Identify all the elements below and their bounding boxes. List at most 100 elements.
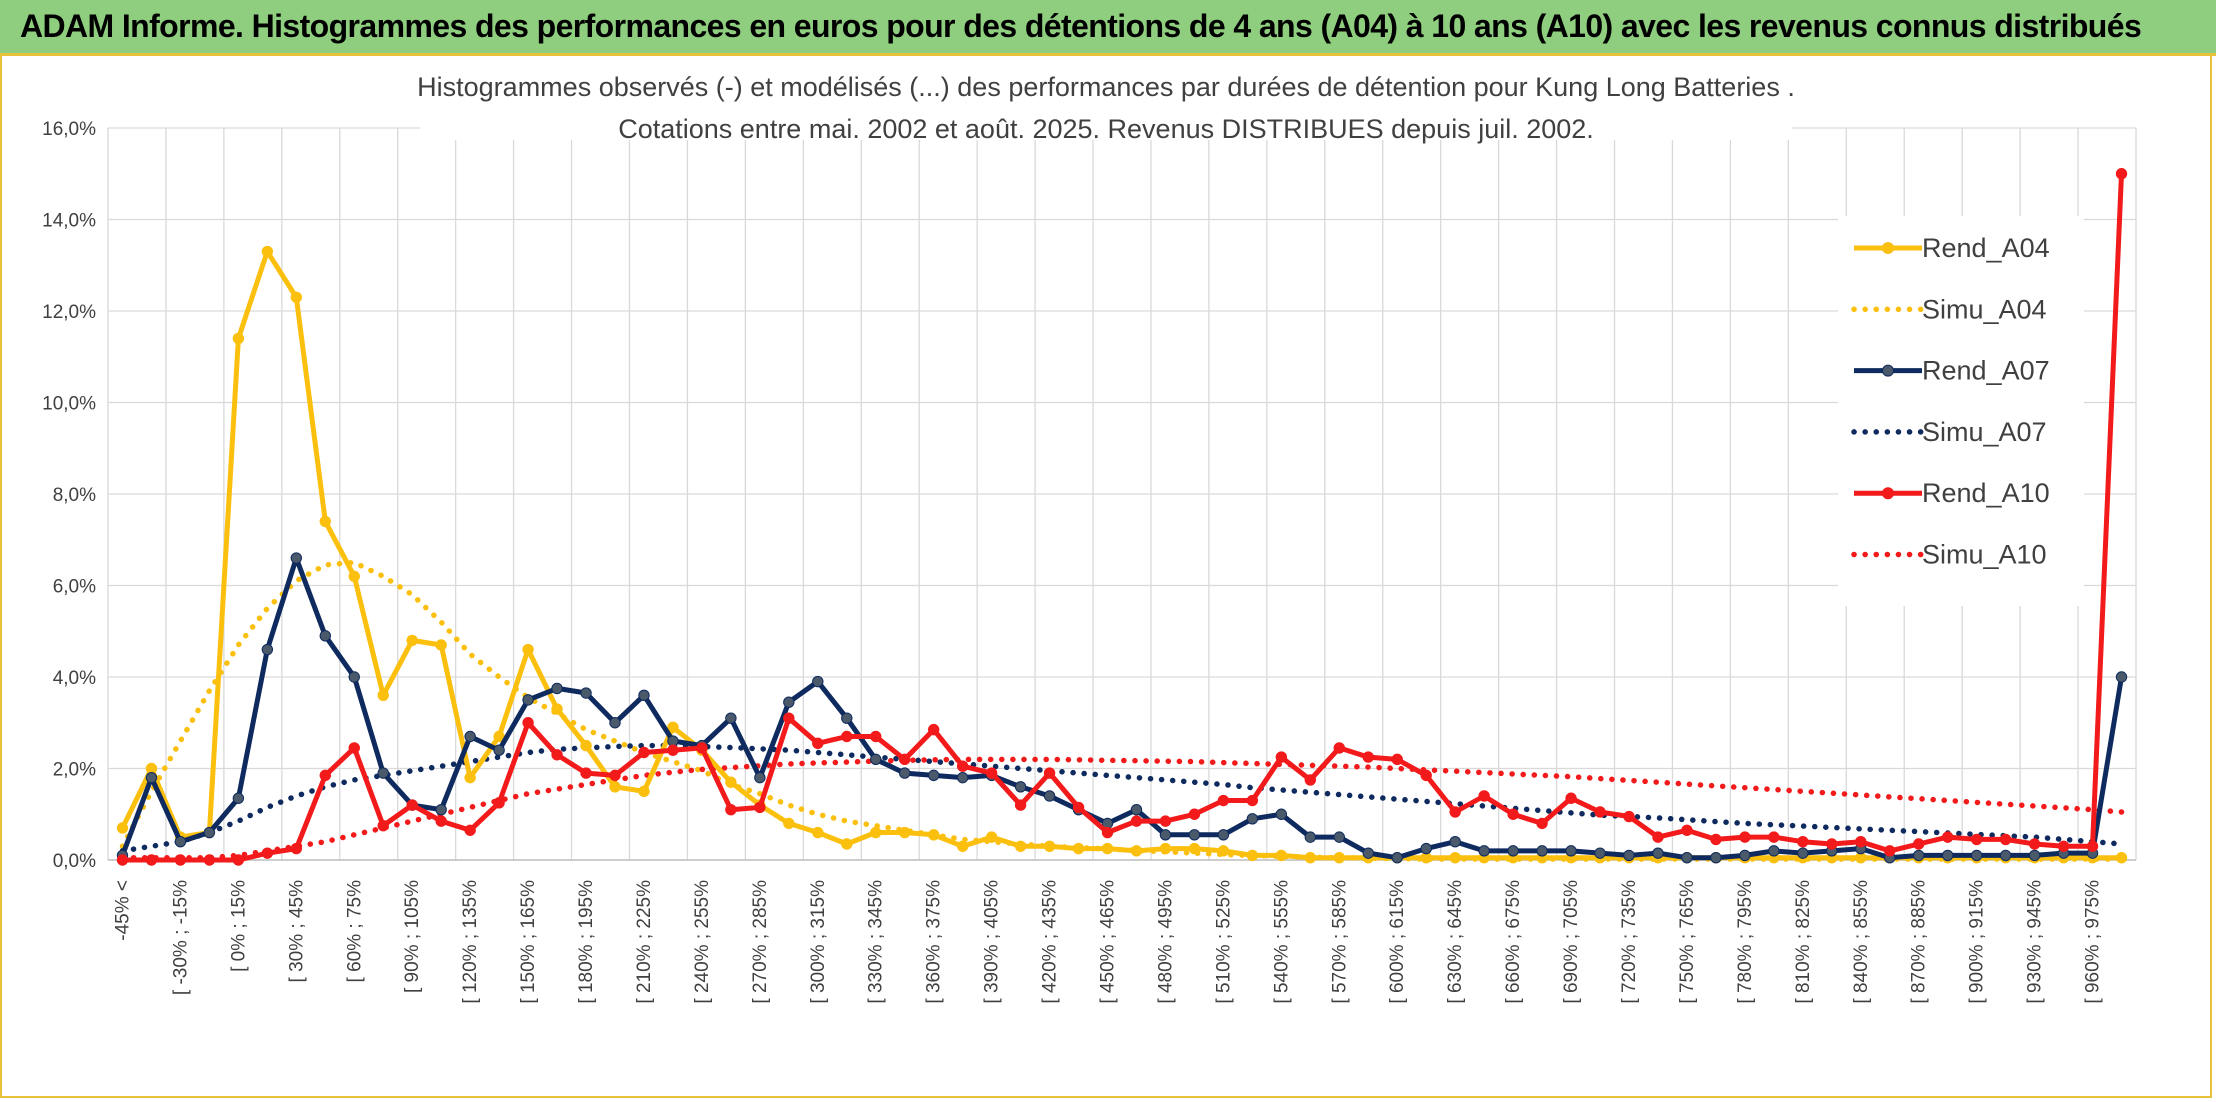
x-tick-label: [ 810% ; 825% (1793, 880, 1814, 1004)
data-point-rend-a04 (638, 785, 650, 798)
x-tick-label: [ 180% ; 195% (576, 880, 597, 1004)
data-point-rend-a10 (1999, 833, 2012, 846)
data-point-rend-a07 (377, 767, 389, 779)
data-point-rend-a04 (2115, 852, 2128, 864)
data-point-rend-a07 (435, 803, 447, 816)
data-point-rend-a04 (1159, 842, 1172, 855)
data-point-rend-a04 (377, 689, 389, 701)
data-point-rend-a07 (1536, 845, 1548, 857)
data-point-rend-a04 (348, 570, 360, 583)
data-point-rend-a07 (1681, 852, 1693, 864)
legend-marker-rend-a10 (1882, 487, 1894, 500)
data-point-rend-a07 (725, 712, 737, 724)
x-tick-label: [ 570% ; 585% (1329, 880, 1350, 1004)
data-point-rend-a07 (348, 671, 360, 683)
data-point-rend-a04 (927, 829, 940, 841)
data-point-rend-a04 (1217, 845, 1230, 857)
data-point-rend-a04 (1101, 842, 1114, 855)
data-point-rend-a07 (812, 675, 824, 688)
data-point-rend-a10 (1507, 808, 1519, 820)
data-point-rend-a10 (348, 742, 360, 754)
data-point-rend-a07 (2028, 849, 2041, 862)
data-point-rend-a04 (580, 739, 592, 752)
x-tick-label: [ 750% ; 765% (1677, 880, 1698, 1004)
legend-label-simu-a04: Simu_A04 (1922, 294, 2047, 324)
legend-label-simu-a07: Simu_A07 (1922, 417, 2047, 447)
data-point-rend-a10 (1681, 824, 1693, 836)
x-tick-label: [ 540% ; 555% (1271, 880, 1292, 1004)
data-point-rend-a04 (319, 515, 331, 528)
x-tick-label: [ 330% ; 345% (866, 880, 887, 1004)
data-point-rend-a04 (956, 840, 969, 852)
legend-label-rend-a04: Rend_A04 (1922, 233, 2050, 263)
data-point-rend-a10 (2028, 838, 2041, 850)
x-tick-label: [ 690% ; 705% (1561, 880, 1582, 1004)
data-point-rend-a10 (1449, 806, 1461, 818)
x-tick-label: [ 630% ; 645% (1445, 880, 1466, 1004)
data-point-rend-a10 (725, 803, 737, 816)
data-point-rend-a04 (1043, 840, 1056, 852)
data-point-rend-a07 (2115, 671, 2128, 683)
data-point-rend-a07 (1507, 845, 1519, 857)
series-line-rend-a04 (120, 249, 2122, 861)
data-point-rend-a10 (1014, 799, 1027, 811)
data-point-rend-a07 (1420, 842, 1432, 855)
data-point-rend-a10 (899, 753, 911, 766)
y-tick-label: 16,0% (42, 119, 96, 140)
data-point-rend-a07 (1999, 849, 2012, 862)
chart-svg: Histogrammes observés (-) et modélisés (… (42, 62, 2137, 1004)
x-tick-label: [ 420% ; 435% (1040, 880, 1061, 1004)
legend-label-simu-a10: Simu_A10 (1922, 540, 2047, 570)
data-point-rend-a07 (1797, 847, 1809, 859)
data-point-rend-a10 (1536, 817, 1548, 830)
series-line-simu-a10 (119, 756, 2125, 861)
data-point-rend-a07 (145, 771, 158, 784)
x-tick-label: [ 840% ; 855% (1851, 880, 1872, 1004)
x-tick-label: [ 450% ; 465% (1098, 880, 1119, 1004)
data-point-rend-a07 (174, 836, 187, 848)
y-tick-label: 8,0% (53, 485, 96, 506)
y-tick-label: 2,0% (53, 760, 96, 781)
data-point-rend-a10 (1391, 753, 1403, 766)
data-point-rend-a07 (261, 643, 274, 656)
data-point-rend-a10 (116, 854, 129, 866)
data-point-rend-a07 (927, 769, 940, 782)
data-point-rend-a10 (1420, 769, 1432, 782)
y-tick-label: 14,0% (42, 211, 96, 232)
data-point-rend-a10 (493, 797, 505, 809)
data-point-rend-a10 (1275, 751, 1288, 763)
data-point-rend-a10 (551, 749, 563, 761)
legend-marker-rend-a07 (1882, 364, 1894, 377)
data-point-rend-a10 (580, 767, 592, 779)
x-tick-label: [ 900% ; 915% (1967, 880, 1988, 1004)
data-point-rend-a10 (696, 742, 708, 754)
data-point-rend-a07 (464, 730, 476, 743)
data-point-rend-a10 (1710, 833, 1722, 846)
data-point-rend-a07 (551, 682, 563, 695)
data-point-rend-a07 (783, 696, 795, 708)
y-tick-label: 0,0% (53, 851, 96, 872)
data-point-rend-a07 (1014, 781, 1027, 793)
data-point-rend-a10 (956, 760, 969, 772)
data-point-rend-a04 (1333, 852, 1345, 864)
data-point-rend-a04 (261, 245, 274, 258)
data-point-rend-a10 (1188, 808, 1201, 820)
data-point-rend-a07 (638, 689, 650, 701)
data-point-rend-a07 (1391, 852, 1403, 864)
data-point-rend-a10 (1101, 826, 1114, 839)
chart-subtitle: Cotations entre mai. 2002 et août. 2025.… (618, 114, 1594, 144)
data-point-rend-a07 (956, 771, 969, 784)
data-point-rend-a10 (2115, 168, 2128, 180)
data-point-rend-a04 (870, 826, 882, 839)
data-point-rend-a07 (1913, 849, 1925, 862)
axis-layer: 0,0% 2,0% 4,0% 6,0% 8,0% 10,0% 12,0% 14,0% 16,0%… (42, 119, 2136, 1004)
series-line-rend-a10 (122, 173, 2124, 863)
data-point-rend-a10 (1594, 806, 1606, 818)
x-tick-label: [ 510% ; 525% (1213, 880, 1234, 1004)
data-point-rend-a10 (1130, 815, 1143, 827)
data-point-rend-a07 (522, 694, 534, 706)
data-point-rend-a10 (754, 801, 766, 814)
data-point-rend-a10 (1333, 742, 1345, 754)
data-point-rend-a04 (899, 826, 911, 839)
data-point-rend-a07 (609, 717, 621, 729)
